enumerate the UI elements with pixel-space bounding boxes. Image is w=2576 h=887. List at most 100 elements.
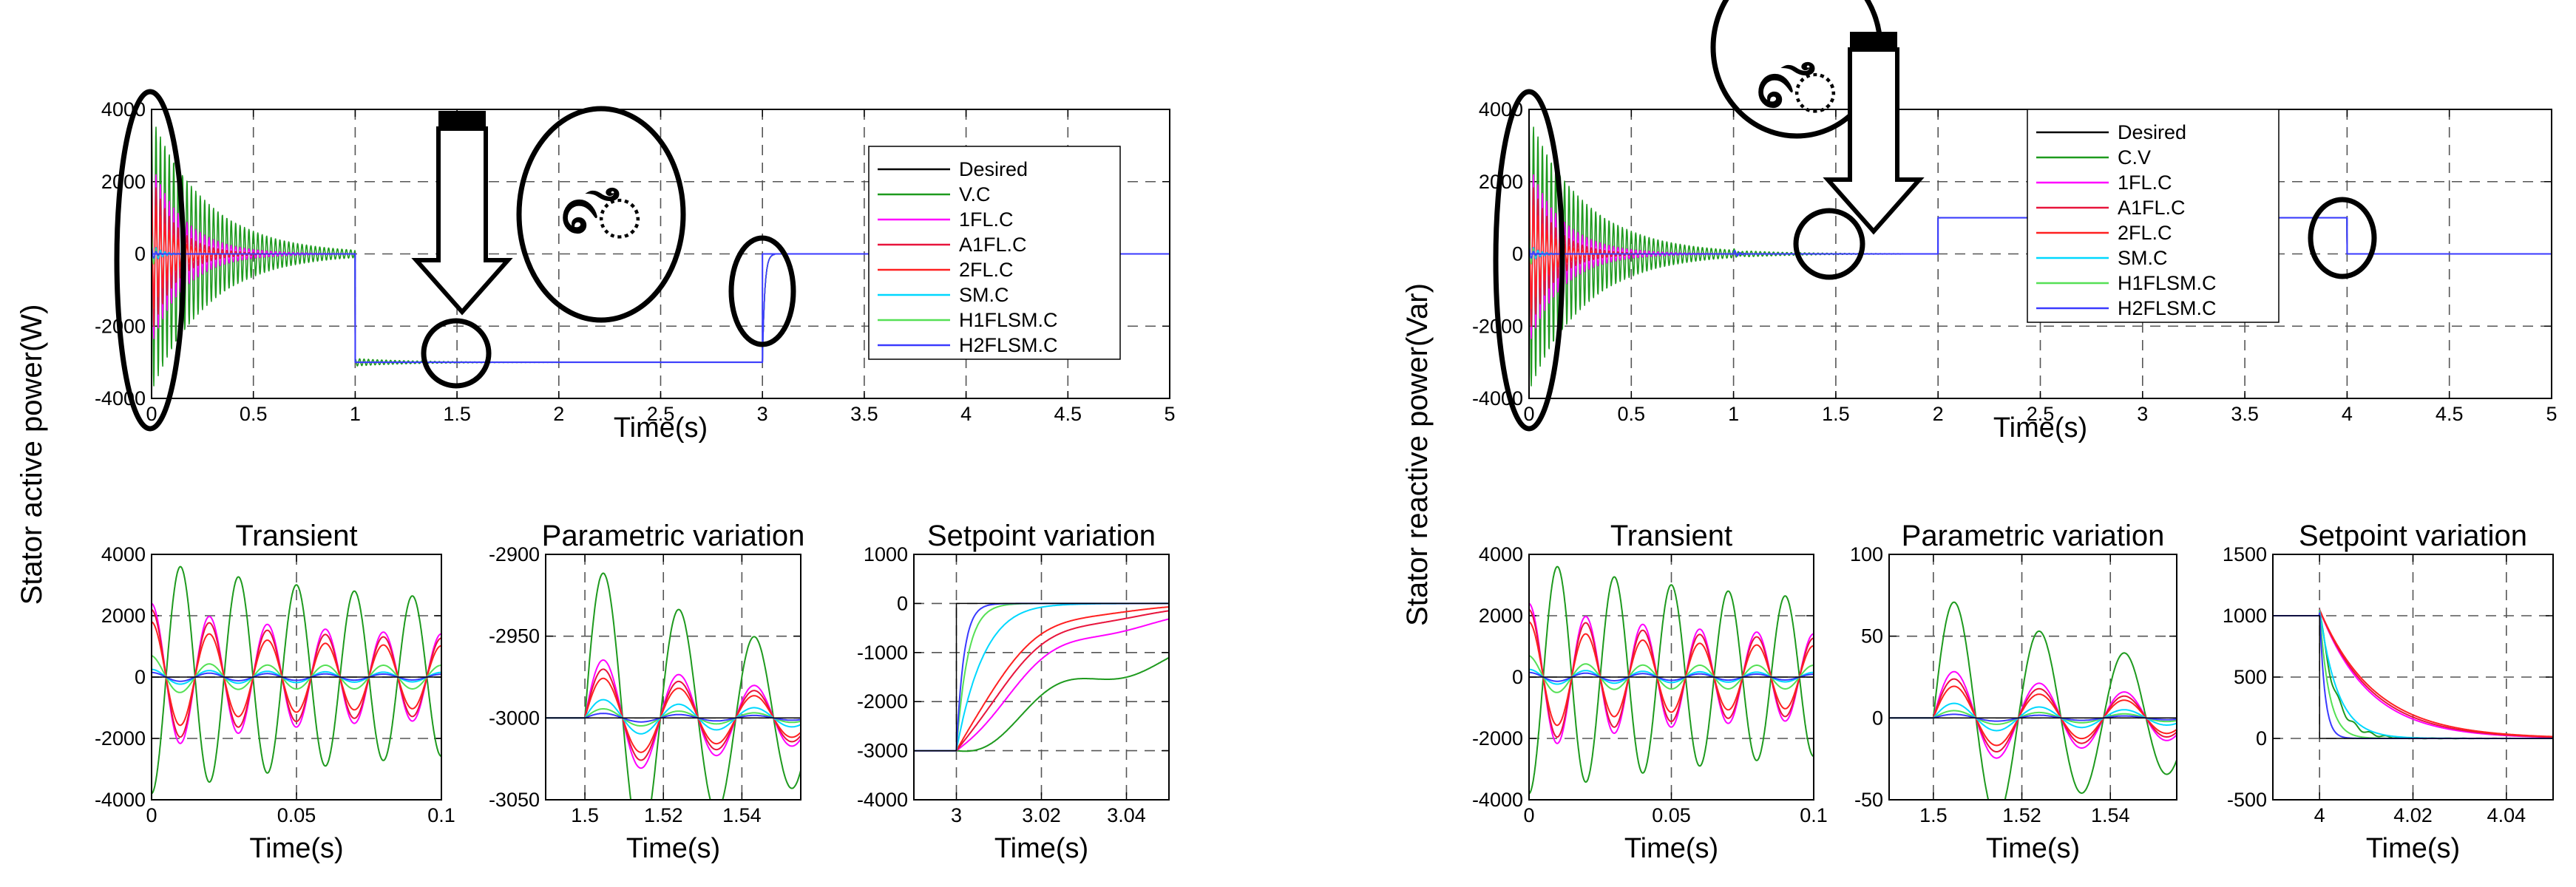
x-tick-label: 1.54	[722, 804, 762, 826]
legend-entry: A1FL.C	[2118, 197, 2186, 219]
series-desired	[2273, 615, 2553, 739]
x-tick-label: 2.5	[2027, 403, 2055, 425]
x-tick-label: 0	[1523, 804, 1534, 826]
y-tick-label: 0	[1512, 666, 1523, 688]
x-tick-label: 1.5	[1822, 403, 1850, 425]
legend-entry: Desired	[959, 158, 1028, 180]
arrow-down	[1823, 32, 1925, 235]
x-axis-label: Time(s)	[2366, 833, 2460, 864]
x-tick-label: 0.5	[1618, 403, 1646, 425]
axes-frame	[545, 554, 801, 801]
axes-left-setpoint: 3 3.02 3.04 -4000 -3000 -2000 -1000 0 1000	[857, 543, 1170, 826]
x-tick-label: 3.5	[2231, 403, 2259, 425]
y-tick-label: -500	[2227, 789, 2267, 811]
x-tick-label: 0.05	[277, 804, 316, 826]
plot-area	[546, 554, 801, 800]
series-2FL.C	[546, 677, 801, 753]
axes-frame	[1528, 554, 1814, 801]
y-tick-label: 0	[135, 243, 146, 265]
axes-right-setpoint: 4 4.02 4.04 -500 0 500 1000 1500	[2223, 543, 2554, 826]
x-tick-label: 4.5	[1054, 403, 1082, 425]
x-tick-label: 5	[2546, 403, 2557, 425]
x-axis-label: Time(s)	[614, 412, 708, 444]
y-tick-label: 0	[135, 666, 146, 688]
legend-entry: Desired	[2118, 121, 2186, 143]
panel-title: Transient	[1610, 520, 1732, 552]
legend-entry: SM.C	[959, 284, 1009, 306]
y-tick-label: -2900	[489, 543, 540, 565]
x-tick-label: 3	[757, 403, 768, 425]
axes-frame	[913, 554, 1170, 801]
legend-entry: 2FL.C	[959, 259, 1014, 281]
legend-entry: SM.C	[2118, 247, 2168, 269]
annotation-label: ૂ૭	[1758, 61, 1837, 122]
y-tick-label: 0	[2256, 727, 2267, 750]
legend-entry: C.V	[2118, 146, 2151, 169]
series-group	[546, 572, 801, 800]
x-tick-label: 1	[350, 403, 361, 425]
x-tick-label: 4	[2342, 403, 2353, 425]
y-tick-label: 1000	[864, 543, 908, 565]
x-tick-label: 3.02	[1022, 804, 1061, 826]
arrow-body	[1823, 47, 1925, 235]
x-tick-label: 0.05	[1652, 804, 1691, 826]
series-2FL.C	[152, 621, 441, 727]
x-tick-label: 0	[146, 403, 157, 425]
series-H2FLSM.C	[1529, 671, 1814, 682]
series-2FL.C	[1529, 621, 1814, 727]
series-H1FLSM.C	[152, 655, 441, 693]
y-tick-label: 0	[1512, 243, 1523, 265]
series-A1FL.C	[1889, 678, 2177, 752]
y-tick-label: 100	[1850, 543, 1883, 565]
x-tick-label: 3.04	[1107, 804, 1146, 826]
axes-left-parametric: 1.5 1.52 1.54 -3050 -3000 -2950 -2900	[489, 543, 801, 826]
axes-frame	[151, 109, 1170, 399]
y-tick-label: -3050	[489, 789, 540, 811]
y-tick-label: 1500	[2223, 543, 2267, 565]
axes-frame	[151, 554, 442, 801]
y-tick-label: -3000	[857, 740, 908, 762]
series-group	[2273, 609, 2553, 740]
legend-entry: H2FLSM.C	[2118, 297, 2217, 319]
x-axis-label: Time(s)	[626, 833, 720, 864]
series-H2FLSM.C	[1889, 713, 2177, 722]
panel-title: Parametric variation	[1902, 520, 2165, 552]
highlight-circle	[1793, 208, 1865, 280]
axes-frame	[1888, 554, 2177, 801]
series-SM.C	[546, 699, 801, 735]
series-V.C	[546, 572, 801, 800]
arrow-cap	[438, 111, 486, 129]
arrow-body	[411, 126, 513, 316]
arrow-cap	[1850, 32, 1897, 50]
axes-left-transient: 0 0.05 0.1 -4000 -2000 0 2000 4000	[95, 543, 455, 826]
legend: Desired V.C 1FL.C A1FL.C 2FL.C SM.C H1FLSM.C H2…	[868, 146, 1121, 360]
y-tick-label: -1000	[857, 642, 908, 664]
y-tick-label: 0	[1872, 707, 1883, 729]
series-SM.C	[152, 668, 441, 685]
x-axis-label: Time(s)	[249, 833, 343, 864]
series-A1FL.C	[1529, 608, 1814, 738]
highlight-circle	[421, 318, 492, 389]
series-2FL.C	[1889, 685, 2177, 747]
y-tick-label: -2000	[1472, 727, 1523, 750]
annotation-label: ૂ૭	[562, 187, 641, 248]
x-tick-label: 1.52	[644, 804, 683, 826]
series-H1FLSM.C	[546, 708, 801, 727]
x-tick-label: 4.5	[2436, 403, 2464, 425]
panel-title: Transient	[235, 520, 357, 552]
legend-entry: 1FL.C	[2118, 171, 2172, 194]
y-tick-label: -2000	[857, 690, 908, 713]
series-setpoint	[152, 253, 1170, 364]
y-tick-label: 0	[897, 592, 908, 614]
x-tick-label: 0	[146, 804, 157, 826]
x-tick-label: 4	[960, 403, 972, 425]
series-H1FLSM.C	[1529, 655, 1814, 693]
x-tick-label: 2	[1933, 403, 1944, 425]
x-tick-label: 1.54	[2091, 804, 2130, 826]
highlight-ellipse	[114, 89, 186, 432]
legend-entry: H1FLSM.C	[959, 309, 1058, 331]
y-tick-label: -4000	[857, 789, 908, 811]
x-axis-label: Time(s)	[1993, 412, 2087, 444]
series-V.C	[1529, 565, 1814, 795]
